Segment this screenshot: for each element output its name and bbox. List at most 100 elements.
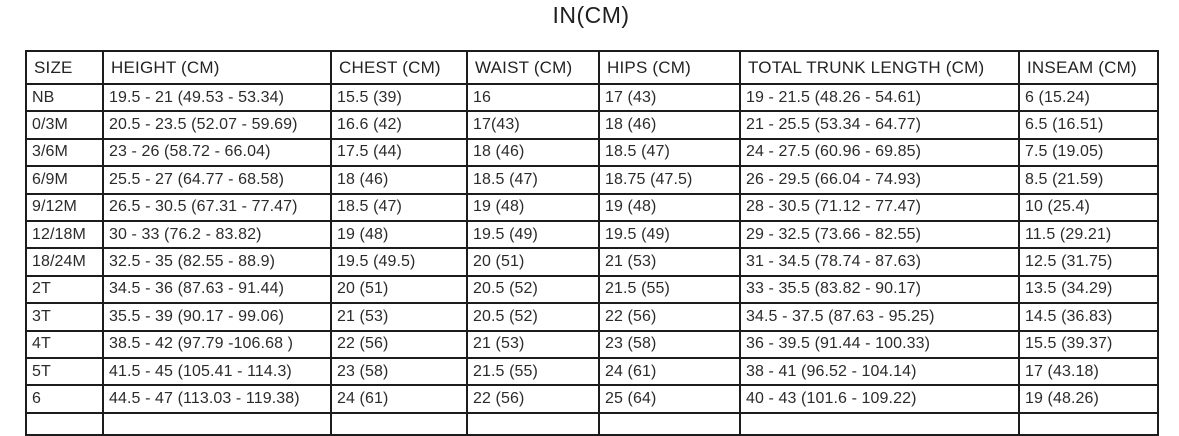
table-row: 18/24M 32.5 - 35 (82.55 - 88.9) 19.5 (49.5… xyxy=(25,247,1159,277)
cell: 40 - 43 (101.6 - 109.22) xyxy=(739,384,1020,414)
cell: 20 (51) xyxy=(466,247,600,277)
cell: 38 - 41 (96.52 - 104.14) xyxy=(739,356,1020,387)
column-header: TOTAL TRUNK LENGTH (CM) xyxy=(739,50,1020,85)
cell: 3T xyxy=(25,302,104,332)
cell: 7.5 (19.05) xyxy=(1018,137,1159,168)
cell: 20.5 (52) xyxy=(466,274,600,305)
size-chart-table: SIZE HEIGHT (CM) CHEST (CM) WAIST (CM) HIPS … xyxy=(25,50,1159,436)
cell xyxy=(25,411,104,436)
cell: 25.5 - 27 (64.77 - 68.58) xyxy=(102,165,332,195)
cell: 22 (56) xyxy=(330,329,468,359)
cell: 19.5 - 21 (49.53 - 53.34) xyxy=(102,82,332,113)
cell: 18.75 (47.5) xyxy=(598,165,741,195)
cell: 15.5 (39) xyxy=(330,82,468,113)
cell: 20.5 - 23.5 (52.07 - 59.69) xyxy=(102,110,332,140)
cell: 41.5 - 45 (105.41 - 114.3) xyxy=(102,356,332,387)
cell: 20 (51) xyxy=(330,274,468,305)
cell: NB xyxy=(25,82,104,113)
table-row: 12/18M 30 - 33 (76.2 - 83.82) 19 (48) 19.5 … xyxy=(25,219,1159,250)
cell: 6.5 (16.51) xyxy=(1018,110,1159,140)
cell: 10 (25.4) xyxy=(1018,192,1159,222)
cell xyxy=(466,411,600,436)
cell: 36 - 39.5 (91.44 - 100.33) xyxy=(739,329,1020,359)
cell: 19 (48) xyxy=(466,192,600,222)
cell: 19 (48) xyxy=(330,219,468,250)
cell: 12.5 (31.75) xyxy=(1018,247,1159,277)
cell: 18 (46) xyxy=(598,110,741,140)
cell: 29 - 32.5 (73.66 - 82.55) xyxy=(739,219,1020,250)
cell: 21 (53) xyxy=(466,329,600,359)
cell: 32.5 - 35 (82.55 - 88.9) xyxy=(102,247,332,277)
cell: 44.5 - 47 (113.03 - 119.38) xyxy=(102,384,332,414)
cell: 15.5 (39.37) xyxy=(1018,329,1159,359)
cell: 6 (15.24) xyxy=(1018,82,1159,113)
cell: 21 (53) xyxy=(598,247,741,277)
cell: 6/9M xyxy=(25,165,104,195)
cell: 6 xyxy=(25,384,104,414)
table-row: 3T 35.5 - 39 (90.17 - 99.06) 21 (53) 20.5 (… xyxy=(25,302,1159,332)
cell: 14.5 (36.83) xyxy=(1018,302,1159,332)
cell: 38.5 - 42 (97.79 -106.68 ) xyxy=(102,329,332,359)
cell: 5T xyxy=(25,356,104,387)
cell: 17 (43) xyxy=(598,82,741,113)
cell xyxy=(1018,411,1159,436)
cell: 22 (56) xyxy=(466,384,600,414)
cell xyxy=(102,411,332,436)
column-header: HEIGHT (CM) xyxy=(102,50,332,85)
cell: 11.5 (29.21) xyxy=(1018,219,1159,250)
cell: 2T xyxy=(25,274,104,305)
cell: 30 - 33 (76.2 - 83.82) xyxy=(102,219,332,250)
cell: 33 - 35.5 (83.82 - 90.17) xyxy=(739,274,1020,305)
table-row: 5T 41.5 - 45 (105.41 - 114.3) 23 (58) 21.5 … xyxy=(25,356,1159,387)
cell: 21.5 (55) xyxy=(466,356,600,387)
cell: 18.5 (47) xyxy=(598,137,741,168)
cell: 19.5 (49) xyxy=(598,219,741,250)
cell: 17(43) xyxy=(466,110,600,140)
cell: 18 (46) xyxy=(466,137,600,168)
cell: 24 (61) xyxy=(330,384,468,414)
cell: 21 (53) xyxy=(330,302,468,332)
cell: 26.5 - 30.5 (67.31 - 77.47) xyxy=(102,192,332,222)
cell: 35.5 - 39 (90.17 - 99.06) xyxy=(102,302,332,332)
cell xyxy=(330,411,468,436)
cell: 31 - 34.5 (78.74 - 87.63) xyxy=(739,247,1020,277)
cell: 26 - 29.5 (66.04 - 74.93) xyxy=(739,165,1020,195)
cell: 17.5 (44) xyxy=(330,137,468,168)
cell: 0/3M xyxy=(25,110,104,140)
cell: 18.5 (47) xyxy=(330,192,468,222)
cell: 18 (46) xyxy=(330,165,468,195)
table-row: NB 19.5 - 21 (49.53 - 53.34) 15.5 (39) 16 17… xyxy=(25,82,1159,113)
column-header: CHEST (CM) xyxy=(330,50,468,85)
cell: 34.5 - 36 (87.63 - 91.44) xyxy=(102,274,332,305)
cell: 28 - 30.5 (71.12 - 77.47) xyxy=(739,192,1020,222)
cell: 25 (64) xyxy=(598,384,741,414)
cell: 20.5 (52) xyxy=(466,302,600,332)
cell: 18.5 (47) xyxy=(466,165,600,195)
table-row: 6/9M 25.5 - 27 (64.77 - 68.58) 18 (46) 18.5… xyxy=(25,165,1159,195)
cell: 19 (48) xyxy=(598,192,741,222)
cell: 23 (58) xyxy=(330,356,468,387)
table-row: 3/6M 23 - 26 (58.72 - 66.04) 17.5 (44) 18 (… xyxy=(25,137,1159,168)
cell: 13.5 (34.29) xyxy=(1018,274,1159,305)
cell: 16.6 (42) xyxy=(330,110,468,140)
table-row: 9/12M 26.5 - 30.5 (67.31 - 77.47) 18.5 (47… xyxy=(25,192,1159,222)
cell: 21 - 25.5 (53.34 - 64.77) xyxy=(739,110,1020,140)
cell: 12/18M xyxy=(25,219,104,250)
cell: 24 - 27.5 (60.96 - 69.85) xyxy=(739,137,1020,168)
table-row: 0/3M 20.5 - 23.5 (52.07 - 59.69) 16.6 (42)… xyxy=(25,110,1159,140)
table-row: 6 44.5 - 47 (113.03 - 119.38) 24 (61) 22 (5… xyxy=(25,384,1159,414)
cell xyxy=(739,411,1020,436)
cell: 8.5 (21.59) xyxy=(1018,165,1159,195)
cell: 16 xyxy=(466,82,600,113)
column-header: WAIST (CM) xyxy=(466,50,600,85)
cell: 19 - 21.5 (48.26 - 54.61) xyxy=(739,82,1020,113)
cell: 17 (43.18) xyxy=(1018,356,1159,387)
cell: 23 (58) xyxy=(598,329,741,359)
cell: 3/6M xyxy=(25,137,104,168)
cell: 34.5 - 37.5 (87.63 - 95.25) xyxy=(739,302,1020,332)
cell: 19 (48.26) xyxy=(1018,384,1159,414)
column-header: HIPS (CM) xyxy=(598,50,741,85)
page-title: IN(CM) xyxy=(552,2,630,28)
cell xyxy=(598,411,741,436)
column-header: SIZE xyxy=(25,50,104,85)
